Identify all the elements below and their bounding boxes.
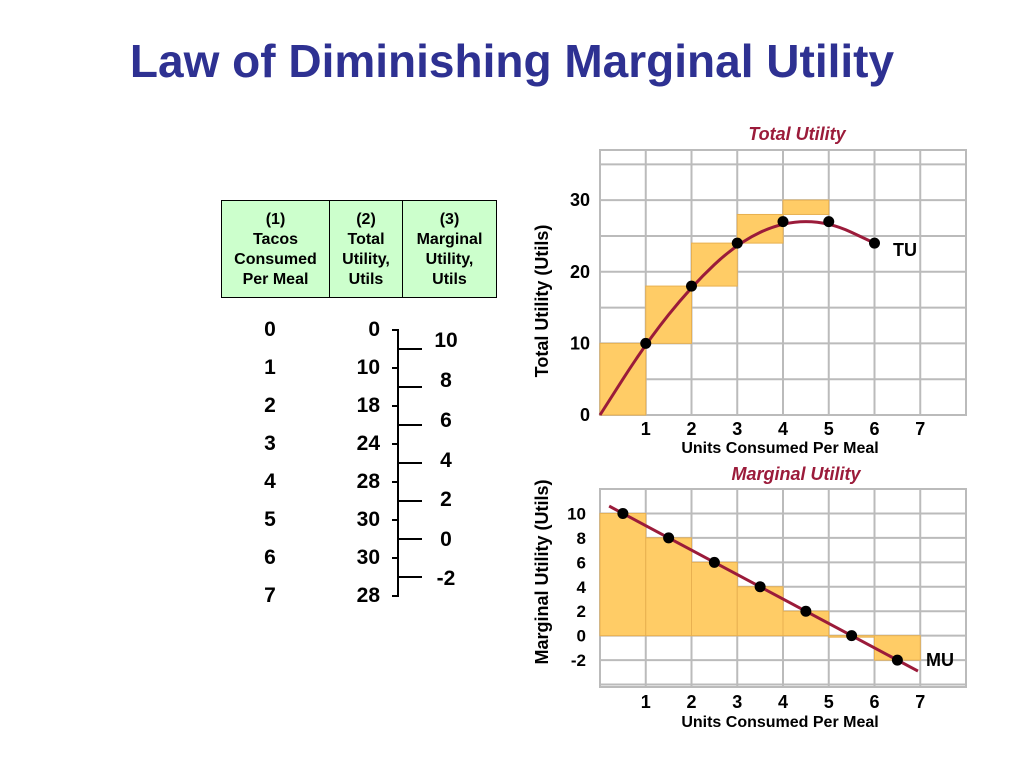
y-tick-label: 0 <box>580 405 590 425</box>
table-cell-units: 3 <box>264 432 276 455</box>
tu-bar <box>736 213 784 244</box>
mu-point <box>617 507 629 519</box>
y-tick-label: 10 <box>570 333 590 353</box>
bracket <box>392 519 422 559</box>
table-cell-marginal-utility: 6 <box>440 409 452 432</box>
table-cell-units: 1 <box>264 356 276 379</box>
x-axis-label: Units Consumed Per Meal <box>681 714 878 731</box>
table-cell-marginal-utility: 10 <box>434 329 458 352</box>
table-cell-total-utility: 28 <box>356 470 380 493</box>
marginal-utility-chart: Marginal Utility 10 8 6 4 2 0 -2 1 2 3 4 5 6 7 MU Un… <box>532 464 967 731</box>
table-brackets <box>392 329 422 597</box>
table-cell-units: 7 <box>264 584 276 607</box>
x-tick-label: 7 <box>915 692 925 712</box>
y-tick-label: 10 <box>567 504 586 523</box>
x-tick-label: 4 <box>778 692 788 712</box>
y-tick-label: 20 <box>570 262 590 282</box>
mu-point <box>800 605 812 617</box>
table-cell-total-utility: 24 <box>356 432 380 455</box>
tu-bar <box>782 199 830 215</box>
tu-curve <box>598 220 876 416</box>
mu-point <box>891 654 903 666</box>
y-tick-label: 6 <box>577 553 586 572</box>
x-tick-label: 2 <box>686 692 696 712</box>
table-cell-total-utility: 0 <box>368 318 380 341</box>
table-cell-units: 0 <box>264 318 276 341</box>
mu-point <box>708 556 720 568</box>
bracket <box>392 367 422 407</box>
bracket <box>392 405 422 445</box>
y-axis-label: Total Utility (Utils) <box>532 225 552 378</box>
table-cell-marginal-utility: 0 <box>440 528 452 551</box>
x-tick-label: 2 <box>686 419 696 439</box>
chart-title: Marginal Utility <box>731 464 861 484</box>
bracket <box>392 329 422 369</box>
x-tick-label: 3 <box>732 692 742 712</box>
y-tick-label: -2 <box>571 651 586 670</box>
mu-bar <box>645 537 692 637</box>
x-axis-label: Units Consumed Per Meal <box>681 440 878 457</box>
mu-bar <box>691 561 738 637</box>
table-cell-marginal-utility: 2 <box>440 488 452 511</box>
x-tick-label: 1 <box>641 692 651 712</box>
x-tick-label: 4 <box>778 419 788 439</box>
x-tick-label: 3 <box>732 419 742 439</box>
table-cell-marginal-utility: 4 <box>440 449 452 472</box>
tu-point <box>823 216 835 228</box>
series-label-tu: TU <box>893 240 917 260</box>
x-tick-label: 1 <box>641 419 651 439</box>
y-tick-label: 8 <box>577 529 586 548</box>
table-cell-units: 4 <box>264 470 276 493</box>
table-cell-total-utility: 30 <box>356 546 380 569</box>
bracket <box>392 443 422 483</box>
series-label-mu: MU <box>926 650 954 670</box>
y-tick-label: 30 <box>570 190 590 210</box>
x-tick-label: 7 <box>915 419 925 439</box>
mu-point <box>663 532 675 544</box>
bracket-group <box>392 329 422 597</box>
table-cell-total-utility: 10 <box>356 356 380 379</box>
table-cell-units: 2 <box>264 394 276 417</box>
y-tick-label: 4 <box>577 578 587 597</box>
table-cell-marginal-utility: -2 <box>436 567 456 590</box>
bracket <box>392 557 422 597</box>
table-header-units: (1) Tacos Consumed Per Meal <box>221 200 330 298</box>
table-cell-total-utility: 18 <box>356 394 380 417</box>
table-cell-units: 5 <box>264 508 276 531</box>
mu-point <box>754 581 766 593</box>
total-utility-chart: Total Utility 0 10 20 30 1 2 3 4 5 6 7 TU Units C… <box>532 124 967 457</box>
tu-point <box>869 237 880 249</box>
bracket <box>392 481 422 521</box>
y-tick-label: 0 <box>577 627 586 646</box>
x-tick-label: 6 <box>869 692 879 712</box>
mu-bar <box>599 512 647 637</box>
y-axis-label: Marginal Utility (Utils) <box>532 479 552 664</box>
x-tick-label: 5 <box>824 419 834 439</box>
table-cell-total-utility: 30 <box>356 508 380 531</box>
page-title: Law of Diminishing Marginal Utility <box>129 35 895 87</box>
tu-point <box>686 280 697 292</box>
table-cell-marginal-utility: 8 <box>440 369 452 392</box>
x-tick-label: 5 <box>824 692 834 712</box>
mu-point <box>846 630 858 642</box>
table-header-total-utility: (2) Total Utility, Utils <box>329 200 403 298</box>
tu-point <box>731 237 743 249</box>
table-cell-total-utility: 28 <box>356 584 380 607</box>
table-header-marginal-utility: (3) Marginal Utility, Utils <box>402 200 497 298</box>
tu-point <box>777 216 789 228</box>
chart-title: Total Utility <box>748 124 846 144</box>
tu-point <box>640 337 652 349</box>
y-tick-label: 2 <box>577 602 586 621</box>
table-cell-units: 6 <box>264 546 276 569</box>
x-tick-label: 6 <box>869 419 879 439</box>
